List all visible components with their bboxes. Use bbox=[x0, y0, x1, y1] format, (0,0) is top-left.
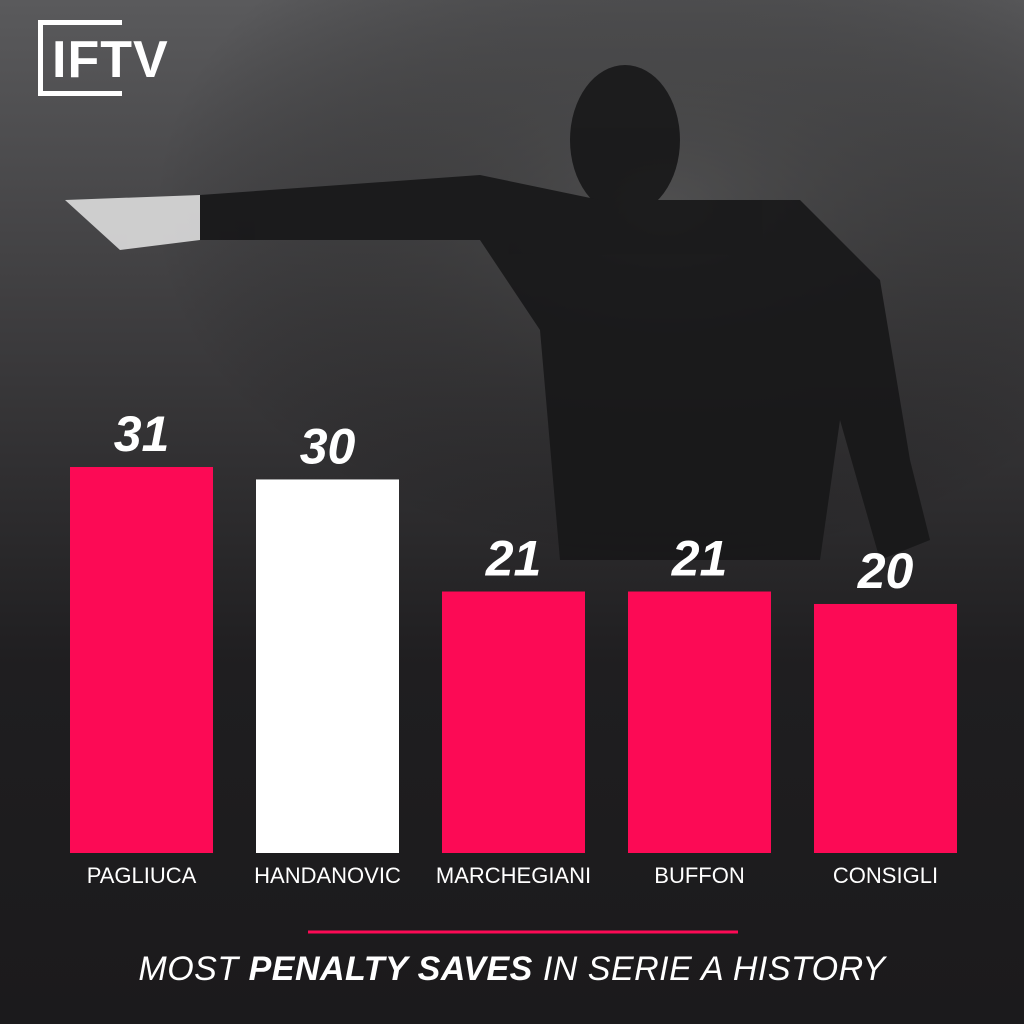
title-segment: MOST bbox=[138, 950, 239, 988]
x-tick-label: HANDANOVIC bbox=[254, 863, 401, 888]
value-label: 30 bbox=[300, 418, 356, 474]
player-silhouette bbox=[65, 65, 930, 560]
x-tick-label: MARCHEGIANI bbox=[436, 863, 591, 888]
logo: IFTV bbox=[52, 31, 169, 89]
bar bbox=[256, 479, 399, 853]
x-tick-label: BUFFON bbox=[654, 863, 744, 888]
x-tick-label: CONSIGLI bbox=[833, 863, 938, 888]
title-segment: PENALTY SAVES bbox=[248, 950, 533, 988]
bar bbox=[814, 603, 957, 853]
logo-frame bbox=[38, 20, 122, 96]
value-label: 21 bbox=[671, 531, 728, 587]
x-tick-label: PAGLIUCA bbox=[87, 863, 197, 888]
value-label: 20 bbox=[857, 543, 914, 599]
value-label: 21 bbox=[485, 531, 542, 587]
chart-title: MOST PENALTY SAVES IN SERIE A HISTORY bbox=[0, 950, 1024, 989]
bar bbox=[442, 591, 585, 853]
bar bbox=[70, 467, 213, 853]
value-label: 31 bbox=[114, 406, 170, 462]
bar bbox=[628, 591, 771, 853]
title-segment: IN SERIE A HISTORY bbox=[542, 950, 886, 988]
